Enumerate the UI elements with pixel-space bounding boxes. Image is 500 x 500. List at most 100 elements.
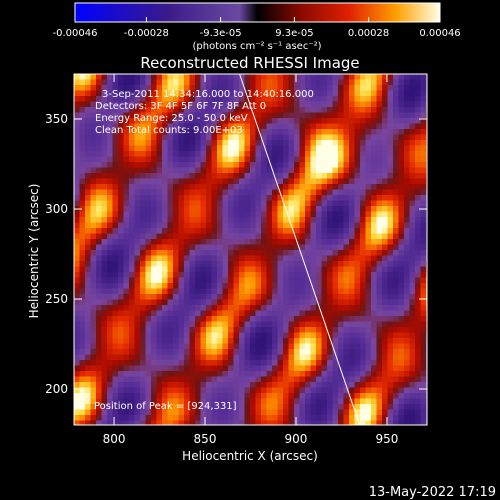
heatmap-pixel bbox=[310, 151, 317, 158]
heatmap-pixel bbox=[349, 134, 356, 141]
heatmap-pixel bbox=[140, 96, 147, 103]
heatmap-pixel bbox=[305, 327, 312, 334]
heatmap-pixel bbox=[283, 404, 290, 411]
heatmap-pixel bbox=[228, 96, 235, 103]
heatmap-pixel bbox=[90, 101, 97, 108]
heatmap-pixel bbox=[140, 167, 147, 174]
heatmap-pixel bbox=[112, 349, 119, 356]
heatmap-pixel bbox=[360, 90, 367, 97]
heatmap-pixel bbox=[354, 354, 361, 361]
heatmap-pixel bbox=[151, 404, 158, 411]
heatmap-pixel bbox=[74, 211, 81, 218]
heatmap-pixel bbox=[332, 184, 339, 191]
heatmap-pixel bbox=[184, 178, 191, 185]
heatmap-pixel bbox=[189, 393, 196, 400]
heatmap-pixel bbox=[79, 371, 86, 378]
heatmap-pixel bbox=[173, 294, 180, 301]
heatmap-pixel bbox=[261, 129, 268, 136]
heatmap-pixel bbox=[195, 118, 202, 125]
heatmap-pixel bbox=[217, 167, 224, 174]
heatmap-pixel bbox=[151, 288, 158, 295]
heatmap-pixel bbox=[200, 277, 207, 284]
heatmap-pixel bbox=[206, 288, 213, 295]
heatmap-pixel bbox=[222, 321, 229, 328]
heatmap-pixel bbox=[151, 365, 158, 372]
heatmap-pixel bbox=[365, 145, 372, 152]
heatmap-pixel bbox=[343, 156, 350, 163]
heatmap-pixel bbox=[189, 360, 196, 367]
heatmap-pixel bbox=[360, 184, 367, 191]
heatmap-pixel bbox=[283, 316, 290, 323]
heatmap-pixel bbox=[420, 112, 427, 119]
heatmap-pixel bbox=[294, 173, 301, 180]
heatmap-pixel bbox=[112, 195, 119, 202]
heatmap-pixel bbox=[398, 321, 405, 328]
heatmap-pixel bbox=[255, 184, 262, 191]
heatmap-pixel bbox=[376, 151, 383, 158]
heatmap-pixel bbox=[332, 211, 339, 218]
heatmap-pixel bbox=[239, 145, 246, 152]
heatmap-pixel bbox=[200, 404, 207, 411]
heatmap-pixel bbox=[338, 266, 345, 273]
heatmap-pixel bbox=[239, 266, 246, 273]
heatmap-pixel bbox=[206, 211, 213, 218]
heatmap-pixel bbox=[129, 239, 136, 246]
heatmap-pixel bbox=[409, 162, 416, 169]
heatmap-pixel bbox=[206, 129, 213, 136]
heatmap-pixel bbox=[415, 398, 422, 405]
heatmap-pixel bbox=[178, 85, 185, 92]
heatmap-pixel bbox=[404, 338, 411, 345]
heatmap-pixel bbox=[134, 255, 141, 262]
heatmap-pixel bbox=[200, 123, 207, 130]
heatmap-pixel bbox=[195, 277, 202, 284]
heatmap-pixel bbox=[96, 415, 103, 422]
heatmap-pixel bbox=[354, 156, 361, 163]
heatmap-pixel bbox=[79, 167, 86, 174]
heatmap-pixel bbox=[305, 376, 312, 383]
annotation-detectors: Detectors: 3F 4F 5F 6F 7F 8F Att 0 bbox=[95, 101, 266, 112]
heatmap-pixel bbox=[118, 349, 125, 356]
heatmap-pixel bbox=[250, 206, 257, 213]
heatmap-pixel bbox=[206, 354, 213, 361]
heatmap-pixel bbox=[239, 184, 246, 191]
heatmap-pixel bbox=[321, 195, 328, 202]
heatmap-pixel bbox=[206, 206, 213, 213]
heatmap-pixel bbox=[387, 255, 394, 262]
heatmap-pixel bbox=[354, 420, 361, 425]
heatmap-pixel bbox=[294, 118, 301, 125]
heatmap-pixel bbox=[162, 244, 169, 251]
heatmap-pixel bbox=[371, 85, 378, 92]
heatmap-pixel bbox=[233, 250, 240, 257]
heatmap-pixel bbox=[118, 90, 125, 97]
heatmap-pixel bbox=[255, 134, 262, 141]
heatmap-pixel bbox=[354, 118, 361, 125]
heatmap-pixel bbox=[85, 272, 92, 279]
heatmap-pixel bbox=[233, 255, 240, 262]
heatmap-pixel bbox=[321, 266, 328, 273]
heatmap-pixel bbox=[233, 156, 240, 163]
heatmap-pixel bbox=[206, 123, 213, 130]
heatmap-pixel bbox=[294, 129, 301, 136]
heatmap-pixel bbox=[261, 217, 268, 224]
heatmap-pixel bbox=[118, 398, 125, 405]
heatmap-pixel bbox=[420, 404, 427, 411]
heatmap-pixel bbox=[310, 74, 317, 81]
heatmap-pixel bbox=[272, 178, 279, 185]
heatmap-pixel bbox=[74, 365, 81, 372]
heatmap-pixel bbox=[162, 283, 169, 290]
heatmap-pixel bbox=[118, 107, 125, 114]
heatmap-pixel bbox=[415, 118, 422, 125]
heatmap-pixel bbox=[393, 233, 400, 240]
heatmap-pixel bbox=[167, 167, 174, 174]
heatmap-pixel bbox=[371, 283, 378, 290]
heatmap-pixel bbox=[404, 151, 411, 158]
heatmap-pixel bbox=[79, 90, 86, 97]
heatmap-pixel bbox=[145, 178, 152, 185]
heatmap-pixel bbox=[365, 206, 372, 213]
heatmap-pixel bbox=[107, 112, 114, 119]
heatmap-pixel bbox=[404, 156, 411, 163]
heatmap-pixel bbox=[140, 294, 147, 301]
heatmap-pixel bbox=[261, 310, 268, 317]
heatmap-pixel bbox=[266, 371, 273, 378]
heatmap-pixel bbox=[415, 277, 422, 284]
